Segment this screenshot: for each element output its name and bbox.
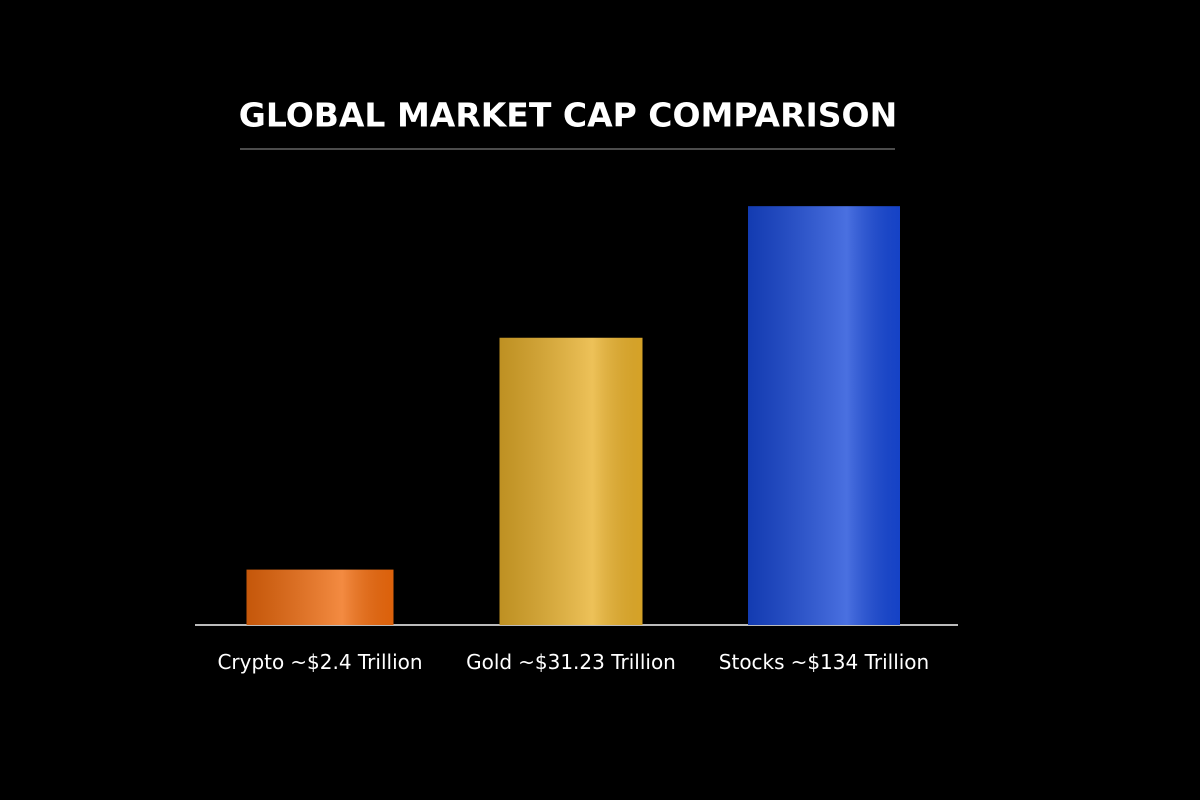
bar-sheen: [246, 569, 394, 625]
value-label: ~$2.4 Trillion: [290, 650, 422, 674]
chart-title: GLOBAL MARKET CAP COMPARISON: [239, 96, 897, 135]
category-label: Crypto: [217, 650, 284, 674]
x-label: Gold ~$31.23 Trillion: [466, 650, 676, 674]
bar-sheen: [499, 337, 643, 625]
value-label: ~$31.23 Trillion: [518, 650, 676, 674]
x-label: Crypto ~$2.4 Trillion: [217, 650, 422, 674]
x-label: Stocks ~$134 Trillion: [719, 650, 929, 674]
category-label: Gold: [466, 650, 512, 674]
bar-sheen: [748, 206, 900, 625]
value-label: ~$134 Trillion: [791, 650, 930, 674]
category-label: Stocks: [719, 650, 785, 674]
